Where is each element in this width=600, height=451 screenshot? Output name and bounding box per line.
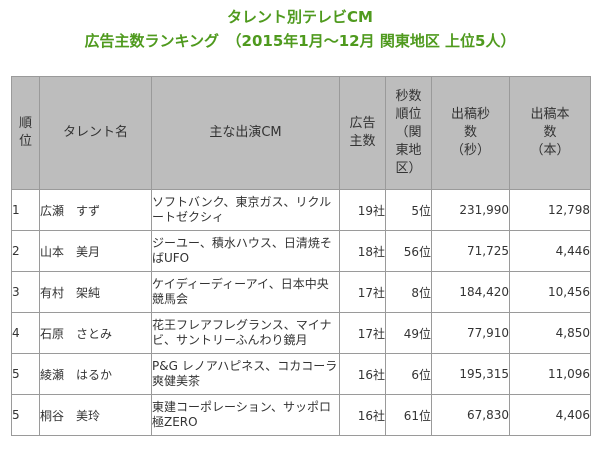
cell-seconds: 67,830 (431, 394, 510, 436)
page-subtitle: 広告主数ランキング （2015年1月～12月 関東地区 上位5人） (84, 32, 516, 50)
table-row: 1 広瀬 すず ソフトバンク、東京ガス、リクルートゼクシィ 19社 5位 231… (11, 189, 591, 231)
cell-count: 4,406 (509, 394, 591, 436)
cell-rank: 5 (11, 353, 40, 395)
title-block: タレント別テレビCM 広告主数ランキング （2015年1月～12月 関東地区 上… (0, 6, 600, 52)
cell-seconds-rank: 49位 (385, 312, 432, 354)
cell-seconds: 184,420 (431, 271, 510, 313)
cell-cm: 東建コーポレーション、サッポロ極ZERO (151, 394, 340, 436)
cell-seconds-rank: 6位 (385, 353, 432, 395)
header-seconds-rank: 秒数 順位 （関 東地 区） (385, 76, 432, 190)
cell-seconds: 195,315 (431, 353, 510, 395)
cell-cm: P&G レノアハピネス、コカコーラ爽健美茶 (151, 353, 340, 395)
cell-seconds-rank: 56位 (385, 230, 432, 272)
cell-advertisers: 17社 (339, 312, 386, 354)
cell-advertisers: 16社 (339, 394, 386, 436)
cell-seconds: 77,910 (431, 312, 510, 354)
cell-cm: ジーユー、積水ハウス、日清焼そばUFO (151, 230, 340, 272)
header-count: 出稿本数（本） (509, 76, 591, 190)
header-rank: 順位 (11, 76, 40, 190)
cell-count: 12,798 (509, 189, 591, 231)
cell-talent: 綾瀬 はるか (39, 353, 152, 395)
header-seconds: 出稿秒数（秒） (431, 76, 510, 190)
cell-seconds: 231,990 (431, 189, 510, 231)
table-row: 5 綾瀬 はるか P&G レノアハピネス、コカコーラ爽健美茶 16社 6位 19… (11, 353, 591, 395)
cell-seconds-rank: 61位 (385, 394, 432, 436)
cell-rank: 3 (11, 271, 40, 313)
ranking-table: 順位 タレント名 主な出演CM 広告 主数 秒数 順位 （関 東地 区） 出稿秒数（秒） … (11, 76, 591, 436)
cell-seconds-rank: 5位 (385, 189, 432, 231)
table-row: 3 有村 架純 ケイディーディーアイ、日本中央競馬会 17社 8位 184,42… (11, 271, 591, 313)
cell-count: 4,850 (509, 312, 591, 354)
cell-talent: 石原 さとみ (39, 312, 152, 354)
cell-count: 4,446 (509, 230, 591, 272)
cell-advertisers: 16社 (339, 353, 386, 395)
cell-seconds-rank: 8位 (385, 271, 432, 313)
cell-advertisers: 18社 (339, 230, 386, 272)
cell-rank: 1 (11, 189, 40, 231)
cell-rank: 2 (11, 230, 40, 272)
cell-talent: 桐谷 美玲 (39, 394, 152, 436)
table-row: 5 桐谷 美玲 東建コーポレーション、サッポロ極ZERO 16社 61位 67,… (11, 394, 591, 436)
table-row: 4 石原 さとみ 花王フレアフレグランス、マイナビ、サントリーふんわり鏡月 17… (11, 312, 591, 354)
header-advertisers: 広告 主数 (339, 76, 386, 190)
cell-seconds: 71,725 (431, 230, 510, 272)
cell-talent: 有村 架純 (39, 271, 152, 313)
cell-talent: 山本 美月 (39, 230, 152, 272)
cell-rank: 4 (11, 312, 40, 354)
cell-cm: ケイディーディーアイ、日本中央競馬会 (151, 271, 340, 313)
cell-count: 11,096 (509, 353, 591, 395)
cell-talent: 広瀬 すず (39, 189, 152, 231)
cell-count: 10,456 (509, 271, 591, 313)
table-row: 2 山本 美月 ジーユー、積水ハウス、日清焼そばUFO 18社 56位 71,7… (11, 230, 591, 272)
cell-cm: 花王フレアフレグランス、マイナビ、サントリーふんわり鏡月 (151, 312, 340, 354)
cell-cm: ソフトバンク、東京ガス、リクルートゼクシィ (151, 189, 340, 231)
page-title: タレント別テレビCM (227, 8, 373, 26)
header-row: 順位 タレント名 主な出演CM 広告 主数 秒数 順位 （関 東地 区） 出稿秒数（秒） … (11, 76, 591, 190)
header-talent: タレント名 (39, 76, 152, 190)
cell-advertisers: 17社 (339, 271, 386, 313)
header-cm: 主な出演CM (151, 76, 340, 190)
cell-advertisers: 19社 (339, 189, 386, 231)
cell-rank: 5 (11, 394, 40, 436)
